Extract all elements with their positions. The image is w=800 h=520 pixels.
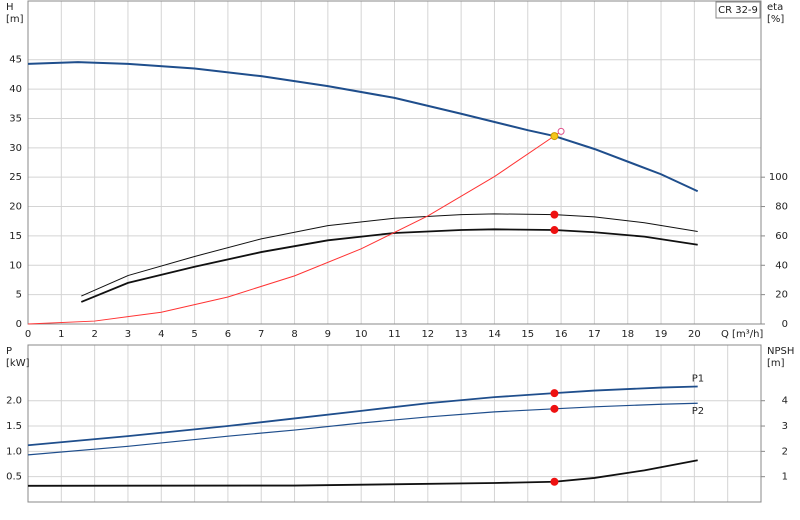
y2-tick-label: 80 [775, 202, 788, 213]
x-tick-label: 5 [191, 329, 197, 340]
series-label: P2 [692, 406, 704, 417]
x-tick-label: 20 [688, 329, 701, 340]
x-tick-label: 12 [421, 329, 434, 340]
operating-point [550, 210, 559, 219]
plot-frame [27, 344, 762, 503]
curve [27, 402, 698, 456]
x-tick-label: 0 [25, 329, 31, 340]
y2-tick-label: 2 [782, 446, 788, 457]
x-tick-label: 10 [355, 329, 368, 340]
x-tick-label: 2 [91, 329, 97, 340]
curve [27, 130, 562, 325]
operating-point [550, 389, 559, 398]
y2-tick-label: 40 [775, 260, 788, 271]
y2-tick-label: 4 [782, 396, 788, 407]
y2-axis-label: eta [767, 2, 783, 13]
operating-point [550, 132, 559, 141]
x-tick-label: 16 [555, 329, 568, 340]
operating-point [557, 127, 565, 135]
y-tick-label: 1.5 [6, 421, 22, 432]
y-axis-label: P [6, 346, 12, 357]
x-tick-label: 11 [388, 329, 401, 340]
y2-tick-label: 1 [782, 472, 788, 483]
curve [80, 228, 698, 303]
y2-tick-label: 0 [782, 319, 788, 330]
x-tick-label: 6 [225, 329, 231, 340]
operating-point [550, 404, 559, 413]
y-tick-label: 15 [9, 231, 22, 242]
plot-frame [27, 0, 762, 325]
x-tick-label: 1 [58, 329, 64, 340]
y2-tick-label: 20 [775, 290, 788, 301]
y-tick-label: 2.0 [6, 396, 22, 407]
chart-title: CR 32-9 [718, 5, 758, 16]
y-tick-label: 30 [9, 143, 22, 154]
x-tick-label: 18 [621, 329, 634, 340]
x-axis-label: Q [m³/h] [721, 329, 763, 340]
x-tick-label: 4 [158, 329, 164, 340]
y-tick-label: 45 [9, 55, 22, 66]
y-tick-label: 1.0 [6, 446, 22, 457]
operating-point [550, 226, 559, 235]
y-tick-label: 35 [9, 113, 22, 124]
y-tick-label: 0.5 [6, 472, 22, 483]
x-tick-label: 13 [455, 329, 468, 340]
y2-tick-label: 60 [775, 231, 788, 242]
y-axis-label: H [6, 2, 14, 13]
x-tick-label: 19 [655, 329, 668, 340]
y-tick-label: 20 [9, 202, 22, 213]
y-tick-label: 25 [9, 172, 22, 183]
x-tick-label: 8 [291, 329, 297, 340]
y2-tick-label: 100 [769, 172, 788, 183]
curve [27, 385, 698, 447]
y-tick-label: 0 [16, 319, 22, 330]
y-tick-label: 40 [9, 84, 22, 95]
y-tick-label: 5 [16, 290, 22, 301]
y2-axis-label: [%] [767, 14, 784, 25]
curve [27, 61, 699, 193]
x-tick-label: 15 [521, 329, 534, 340]
y-axis-label: [kW] [6, 358, 30, 369]
y2-axis-label: [m] [767, 358, 785, 369]
title-box [715, 1, 761, 19]
x-tick-label: 3 [125, 329, 131, 340]
curve [81, 213, 698, 297]
y2-axis-label: NPSH [767, 346, 794, 357]
x-tick-label: 14 [488, 329, 501, 340]
x-tick-label: 9 [325, 329, 331, 340]
operating-point [550, 477, 559, 486]
y-axis-label: [m] [6, 14, 24, 25]
x-tick-label: 7 [258, 329, 264, 340]
series-label: P1 [692, 374, 704, 385]
y-tick-label: 10 [9, 260, 22, 271]
y2-tick-label: 3 [782, 421, 788, 432]
x-tick-label: 17 [588, 329, 601, 340]
